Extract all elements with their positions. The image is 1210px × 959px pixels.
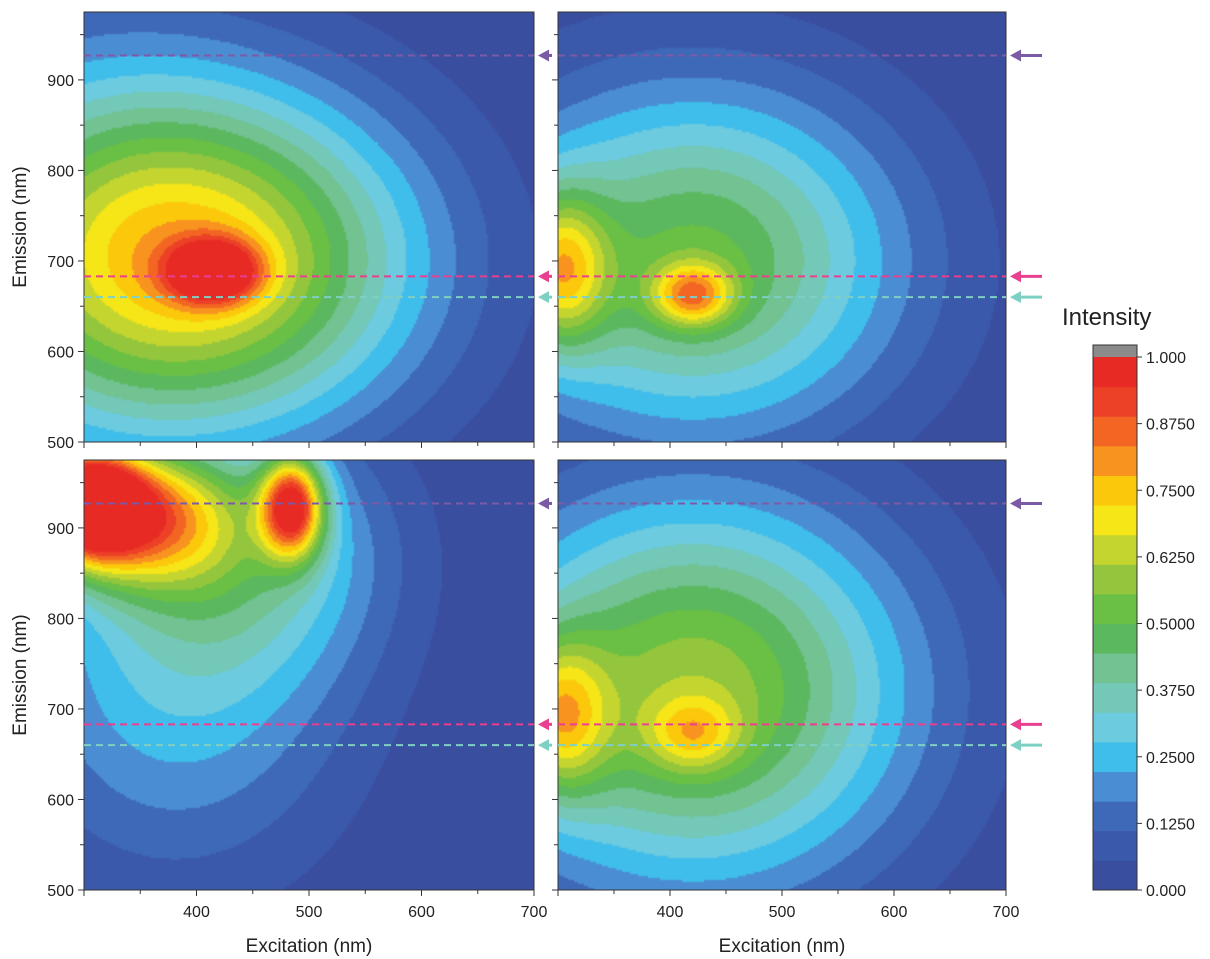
colorbar-label: 0.6250 — [1146, 550, 1195, 567]
colorbar-band — [1093, 682, 1137, 713]
axes: 500 600 700 800 900 Emission (nm) 500 600 700 800… — [10, 34, 1020, 957]
colorbar-label: 0.5000 — [1146, 617, 1195, 634]
colorbar-label: 0.2500 — [1146, 750, 1195, 767]
reference-arrow-head-0-top-right — [1010, 49, 1021, 62]
colorbar-band — [1093, 534, 1137, 565]
colorbar-label: 0.000 — [1146, 883, 1186, 900]
reference-arrow-head-0-bottom-left — [538, 497, 549, 510]
colorbar-band — [1093, 386, 1137, 417]
y-tick-label: 800 — [47, 611, 74, 628]
y-tick-label: 500 — [47, 883, 74, 900]
colorbar-band — [1093, 475, 1137, 506]
x-tick-label: 500 — [296, 904, 323, 921]
y-axis-title: Emission (nm) — [10, 614, 31, 735]
colorbar-band — [1093, 771, 1137, 802]
colorbar-band — [1093, 741, 1137, 773]
reference-arrow-head-1-bottom-right — [1010, 718, 1021, 731]
x-axis-title: Excitation (nm) — [246, 936, 373, 957]
colorbar-band — [1093, 801, 1137, 832]
reference-arrow-head-2-bottom-right — [1010, 739, 1021, 752]
colorbar-band — [1093, 860, 1137, 891]
reference-arrow-head-1-bottom-left — [538, 718, 549, 731]
colorbar-band — [1093, 593, 1137, 624]
colorbar-title: Intensity — [1062, 304, 1151, 331]
reference-arrow-head-1-top-left — [538, 270, 549, 283]
contour-map-top-left — [84, 12, 534, 442]
reference-arrow-head-2-top-right — [1010, 291, 1021, 304]
colorbar-band — [1093, 623, 1137, 654]
y-tick-label: 900 — [47, 521, 74, 538]
y-tick-label: 500 — [47, 435, 74, 452]
colorbar-label: 0.1250 — [1146, 816, 1195, 833]
reference-lines — [84, 49, 1042, 752]
y-tick-label: 700 — [47, 254, 74, 271]
x-tick-label: 600 — [881, 904, 908, 921]
colorbar-band — [1093, 416, 1137, 447]
reference-arrow-head-2-top-left — [538, 291, 549, 304]
colorbar-band — [1093, 445, 1137, 476]
x-tick-label: 400 — [183, 904, 210, 921]
contour-panels — [83, 11, 1007, 891]
colorbar-band — [1093, 357, 1137, 388]
y-tick-label: 800 — [47, 163, 74, 180]
colorbar-label: 1.000 — [1146, 350, 1186, 367]
x-tick-label: 500 — [769, 904, 796, 921]
colorbar-band — [1093, 564, 1137, 595]
colorbar-band — [1093, 505, 1137, 536]
y-tick-label: 700 — [47, 702, 74, 719]
colorbar-label: 0.7500 — [1146, 483, 1195, 500]
colorbar-frame — [1092, 344, 1138, 891]
contour-map-top-right — [558, 12, 1006, 442]
reference-arrow-head-0-bottom-right — [1010, 497, 1021, 510]
x-tick-label: 600 — [408, 904, 435, 921]
colorbar: Intensity 1.000 0.8750 0.7500 0.6250 0.5000 0… — [1062, 304, 1195, 900]
x-tick-label: 400 — [657, 904, 684, 921]
x-axis-title: Excitation (nm) — [719, 936, 846, 957]
reference-arrow-head-0-top-left — [538, 49, 549, 62]
reference-arrow-head-1-top-right — [1010, 270, 1021, 283]
contour-map-bottom-left — [84, 460, 534, 890]
colorbar-overflow-band — [1093, 345, 1137, 357]
y-tick-label: 600 — [47, 344, 74, 361]
contour-map-bottom-right — [558, 460, 1006, 890]
x-tick-label: 700 — [993, 904, 1020, 921]
y-axis-title: Emission (nm) — [10, 166, 31, 287]
x-tick-label: 700 — [521, 904, 548, 921]
colorbar-label: 0.8750 — [1146, 417, 1195, 434]
colorbar-band — [1093, 712, 1137, 743]
y-tick-label: 900 — [47, 73, 74, 90]
colorbar-band — [1093, 830, 1137, 861]
colorbar-band — [1093, 653, 1137, 684]
reference-arrow-head-2-bottom-left — [538, 739, 549, 752]
colorbar-label: 0.3750 — [1146, 683, 1195, 700]
y-tick-label: 600 — [47, 792, 74, 809]
